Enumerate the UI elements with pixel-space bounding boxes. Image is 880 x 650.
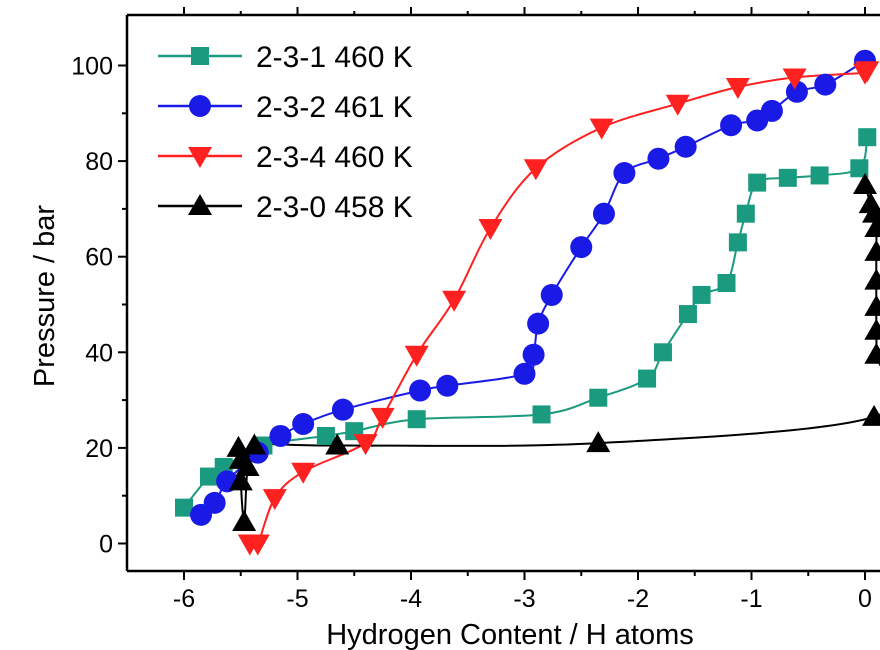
data-point-s2-19 (720, 114, 743, 137)
data-point-s1-20 (850, 159, 869, 178)
data-point-s2-21 (760, 99, 783, 122)
data-point-s1-18 (778, 168, 797, 187)
data-point-s1-8 (532, 405, 551, 424)
data-point-s3-9 (478, 219, 503, 241)
series-line-2 (200, 59, 866, 516)
ticks: -6 -5 -4 -3 -2 -1 0 0 20 40 60 80 100 (71, 7, 872, 613)
series-curves (183, 59, 880, 548)
data-point-s2-5 (269, 424, 292, 447)
data-point-s1-13 (692, 285, 711, 304)
data-point-s1-9 (589, 388, 608, 407)
data-point-s2-9 (436, 374, 459, 397)
data-point-s2-7 (331, 398, 354, 421)
x-tick-label: -1 (740, 585, 762, 613)
y-tick-label: 20 (85, 435, 113, 463)
data-point-s4-18 (853, 173, 877, 194)
data-point-s1-12 (678, 305, 697, 324)
data-point-s2-2 (203, 491, 226, 514)
data-point-s2-22 (785, 80, 808, 103)
data-point-s2-14 (570, 236, 593, 259)
data-point-s3-3 (262, 489, 287, 511)
data-point-s1-1 (175, 498, 193, 517)
data-point-s2-12 (527, 312, 550, 335)
legend-label-1: 2-3-1 460 K (256, 41, 413, 74)
data-point-s4-17 (858, 192, 880, 214)
legend-label-3: 2-3-4 460 K (256, 141, 413, 174)
y-tick-label: 40 (85, 339, 113, 367)
data-point-s3-11 (589, 118, 614, 140)
data-point-s2-13 (540, 283, 563, 306)
x-tick-label: -6 (173, 585, 195, 613)
data-point-s2-11 (522, 343, 545, 366)
data-point-s1-2 (199, 467, 218, 486)
data-point-s1-5 (316, 426, 335, 445)
data-point-s2-17 (647, 147, 670, 170)
legend-label-4: 2-3-0 458 K (256, 191, 413, 224)
data-point-s1-15 (728, 233, 747, 252)
data-point-s2-23 (814, 73, 837, 96)
x-axis-title: Hydrogen Content / H atoms (326, 619, 694, 650)
data-point-s2-8 (409, 379, 432, 402)
axes (125, 13, 880, 573)
data-point-s2-10 (513, 362, 536, 385)
data-point-s1-14 (717, 273, 736, 292)
data-point-s3-5 (353, 434, 378, 456)
x-tick-label: -5 (286, 585, 308, 613)
data-point-s4-11 (864, 318, 880, 340)
data-point-s2-16 (613, 162, 636, 185)
data-point-s4-4 (232, 509, 257, 531)
data-point-s3-12 (665, 94, 690, 116)
x-tick-label: 0 (858, 585, 872, 613)
data-point-s3-14 (782, 68, 807, 90)
data-point-s4-12 (864, 294, 880, 316)
y-tick-label: 100 (71, 53, 113, 81)
data-point-s2-18 (674, 135, 697, 158)
x-tick-label: -2 (627, 585, 649, 613)
legend: 2-3-1 460 K 2-3-2 461 K 2-3-4 460 K 2-3-0 4… (158, 41, 413, 224)
legend-label-2: 2-3-2 461 K (256, 91, 413, 124)
data-point-s2-15 (592, 202, 615, 225)
data-point-s3-13 (725, 78, 750, 100)
data-point-s1-7 (407, 410, 426, 429)
series-line-3 (249, 69, 872, 548)
data-point-s3-2 (245, 534, 270, 556)
data-point-s3-16 (855, 61, 880, 83)
data-point-s4-14 (864, 239, 880, 261)
data-point-s4-10 (864, 342, 880, 364)
data-point-s3-8 (442, 290, 467, 312)
data-point-s1-10 (638, 369, 657, 388)
legend-marker-4 (188, 194, 212, 215)
x-tick-label: -4 (400, 585, 422, 613)
data-point-s4-5 (235, 455, 260, 477)
data-point-s1-19 (810, 166, 829, 185)
data-point-s4-7 (325, 433, 350, 455)
y-tick-label: 60 (85, 244, 113, 272)
data-point-s4-6 (242, 433, 267, 455)
legend-marker-2 (189, 95, 211, 117)
data-point-s3-7 (404, 345, 429, 367)
data-point-s3-6 (370, 407, 395, 429)
y-axis-title: Pressure / bar (29, 205, 61, 387)
data-point-s1-16 (736, 204, 755, 223)
data-point-s4-13 (864, 268, 880, 290)
data-point-s1-17 (748, 173, 767, 192)
data-point-s4-3 (228, 469, 253, 491)
legend-marker-3 (188, 147, 212, 168)
y-tick-label: 0 (99, 531, 113, 559)
data-point-s2-6 (292, 413, 315, 435)
series-line-4 (237, 184, 880, 524)
data-point-s4-8 (586, 431, 611, 453)
data-point-s1-21 (858, 128, 877, 147)
x-tick-label: -3 (513, 585, 535, 613)
data-point-s3-10 (523, 159, 548, 181)
data-point-s3-4 (291, 462, 316, 484)
data-point-s1-11 (653, 343, 672, 362)
series-markers (175, 49, 880, 556)
legend-marker-1 (191, 47, 209, 65)
data-point-s4-9 (862, 404, 880, 426)
y-tick-label: 80 (85, 148, 113, 176)
